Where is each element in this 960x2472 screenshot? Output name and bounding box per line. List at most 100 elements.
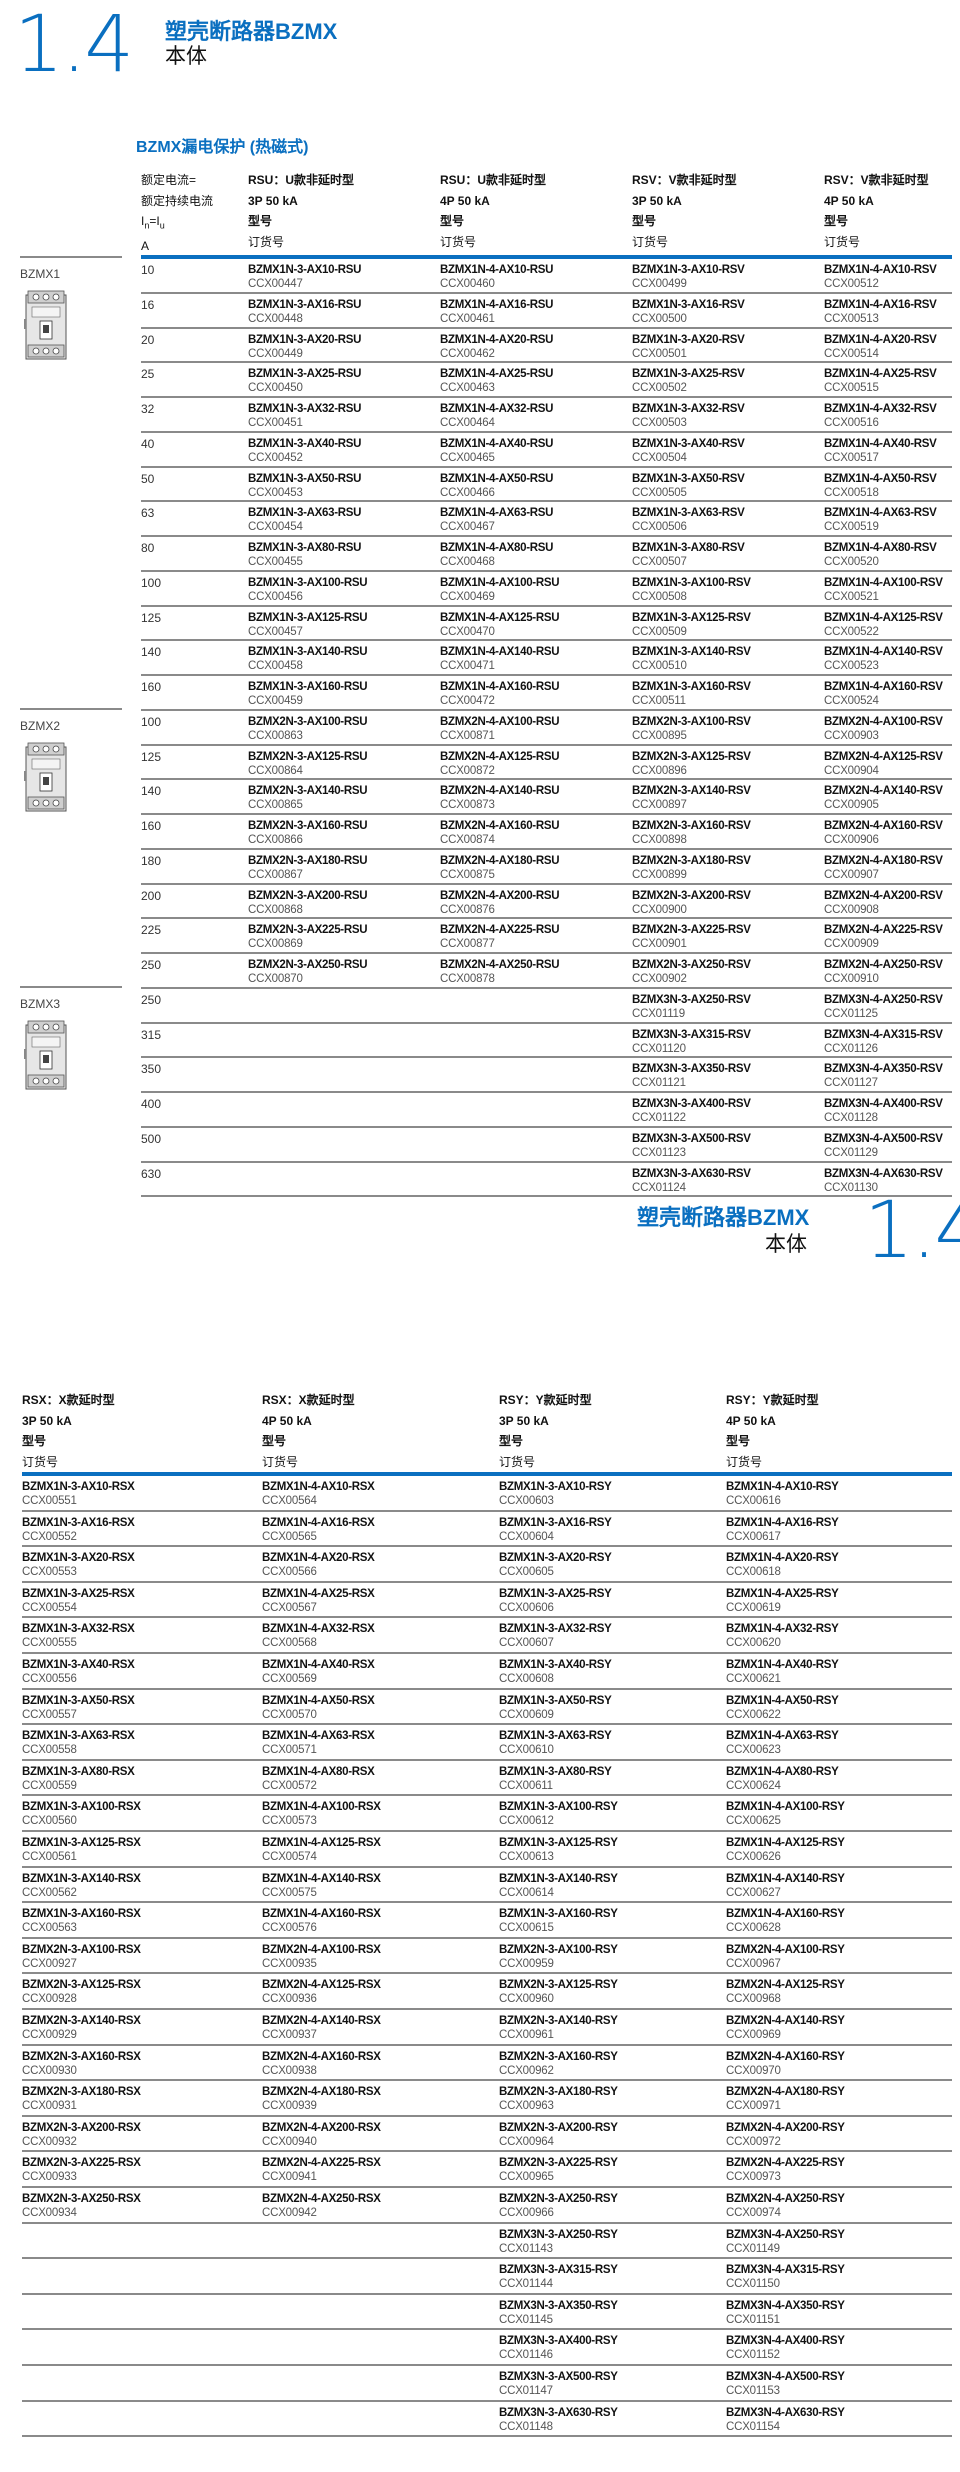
- order-number: CCX00619: [726, 1601, 781, 1614]
- product-cell: BZMX3N-3-AX400-RSV CCX01122: [632, 1097, 751, 1125]
- rated-current: 50: [141, 471, 155, 486]
- product-cell: BZMX1N-4-AX10-RSU CCX00460: [440, 263, 553, 291]
- product-cell: BZMX3N-3-AX350-RSY CCX01145: [499, 2299, 618, 2327]
- table-row: 250 BZMX2N-3-AX250-RSU CCX00870 BZMX2N-4-AX…: [141, 954, 952, 989]
- order-number: CCX00513: [824, 312, 879, 325]
- order-number: CCX00877: [440, 938, 495, 951]
- order-number: CCX00905: [824, 799, 879, 812]
- order-number: CCX01148: [499, 2420, 553, 2433]
- order-number: CCX00863: [248, 729, 303, 742]
- product-cell: BZMX1N-3-AX50-RSV CCX00505: [632, 472, 745, 500]
- order-number: CCX00869: [248, 938, 303, 951]
- order-number: CCX00557: [22, 1708, 77, 1721]
- model-number: BZMX1N-4-AX32-RSX: [262, 1623, 375, 1636]
- rated-current: 160: [141, 819, 162, 833]
- order-number: CCX00614: [499, 1886, 554, 1899]
- rated-current: 32: [141, 402, 155, 416]
- order-number: CCX00909: [824, 938, 879, 951]
- table-row: BZMX2N-3-AX180-RSX CCX00931 BZMX2N-4-AX180…: [22, 2081, 952, 2117]
- model-number: BZMX2N-3-AX200-RSX: [22, 2121, 141, 2134]
- product-cell: BZMX2N-4-AX180-RSV CCX00907: [824, 854, 943, 882]
- product-cell: BZMX2N-3-AX125-RSY CCX00960: [499, 1978, 618, 2006]
- column-order-label: 订货号: [440, 234, 477, 249]
- column-order-label: 订货号: [248, 234, 285, 249]
- order-number: CCX00459: [248, 695, 303, 707]
- symbol-i: I: [141, 214, 145, 228]
- model-number: BZMX2N-3-AX140-RSY: [499, 2015, 618, 2027]
- model-number: BZMX1N-4-AX100-RSV: [824, 576, 943, 589]
- model-number: BZMX2N-3-AX250-RSX: [22, 2193, 141, 2205]
- product-cell: BZMX1N-4-AX20-RSV CCX00514: [824, 333, 937, 361]
- product-cell: BZMX2N-3-AX160-RSV CCX00898: [632, 819, 751, 847]
- model-number: BZMX1N-3-AX10-RSY: [499, 1481, 612, 1493]
- column-header: RSU：U款非延时型 4P 50 kA 型号 订货号: [440, 170, 546, 252]
- order-number: CCX00868: [248, 903, 303, 916]
- model-number: BZMX2N-3-AX160-RSV: [632, 820, 751, 832]
- model-number: BZMX2N-3-AX200-RSV: [632, 889, 751, 902]
- model-number: BZMX2N-4-AX250-RSV: [824, 959, 943, 971]
- rated-current: 315: [141, 1027, 162, 1042]
- product-cell: BZMX3N-3-AX250-RSY CCX01143: [499, 2228, 618, 2256]
- order-number: CCX00931: [22, 2100, 77, 2113]
- order-number: CCX00466: [440, 486, 495, 499]
- model-number: BZMX1N-4-AX125-RSY: [726, 1837, 845, 1849]
- column-type: RSY：Y款延时型: [499, 1393, 592, 1407]
- order-number: CCX00502: [632, 382, 687, 395]
- order-number: CCX01128: [824, 1112, 878, 1124]
- model-number: BZMX3N-3-AX400-RSY: [499, 2335, 618, 2348]
- model-number: BZMX2N-3-AX140-RSX: [22, 2015, 141, 2027]
- order-number: CCX00878: [440, 973, 495, 985]
- product-cell: BZMX1N-4-AX32-RSU CCX00464: [440, 402, 553, 430]
- section-number: 1.4: [14, 0, 134, 90]
- product-cell: BZMX2N-4-AX225-RSU CCX00877: [440, 923, 560, 951]
- model-number: BZMX1N-4-AX140-RSY: [726, 1872, 845, 1885]
- product-cell: BZMX1N-3-AX10-RSV CCX00499: [632, 263, 745, 291]
- model-number: BZMX2N-4-AX100-RSU: [440, 715, 560, 728]
- order-number: CCX00512: [824, 278, 879, 290]
- product-cell: BZMX1N-3-AX10-RSX CCX00551: [22, 1480, 135, 1508]
- order-number: CCX00457: [248, 625, 303, 638]
- order-number: CCX00929: [22, 2029, 77, 2041]
- table-row: 400 BZMX3N-3-AX400-RSV CCX01122 BZMX3N-4-AX…: [141, 1093, 952, 1128]
- model-number: BZMX1N-3-AX25-RSV: [632, 368, 745, 381]
- order-number: CCX01150: [726, 2278, 780, 2291]
- order-number: CCX00934: [22, 2207, 77, 2219]
- column-spec: 4P 50 kA: [440, 193, 490, 208]
- product-cell: BZMX1N-3-AX160-RSY CCX00615: [499, 1907, 618, 1935]
- order-number: CCX00503: [632, 417, 687, 429]
- table-row: BZMX3N-3-AX400-RSY CCX01146 BZMX3N-4-AX400…: [22, 2330, 952, 2366]
- order-number: CCX00625: [726, 1815, 781, 1828]
- product-cell: BZMX3N-3-AX350-RSV CCX01121: [632, 1062, 751, 1090]
- product-cell: BZMX2N-3-AX100-RSV CCX00895: [632, 715, 751, 743]
- page-title: 塑壳断路器BZMX: [165, 19, 338, 44]
- rated-current: 140: [141, 784, 162, 799]
- model-number: BZMX3N-4-AX400-RSY: [726, 2335, 845, 2348]
- product-cell: BZMX2N-4-AX140-RSV CCX00905: [824, 784, 943, 812]
- model-number: BZMX2N-3-AX100-RSY: [499, 1943, 618, 1956]
- product-cell: BZMX1N-4-AX80-RSV CCX00520: [824, 541, 937, 569]
- model-number: BZMX1N-3-AX16-RSY: [499, 1516, 612, 1529]
- model-number: BZMX1N-3-AX40-RSY: [499, 1659, 612, 1671]
- order-number: CCX00617: [726, 1530, 781, 1543]
- order-number: CCX00899: [632, 868, 687, 881]
- product-cell: BZMX2N-4-AX250-RSX CCX00942: [262, 2192, 381, 2220]
- order-number: CCX00961: [499, 2029, 554, 2041]
- model-number: BZMX1N-3-AX50-RSX: [22, 1694, 135, 1707]
- model-number: BZMX1N-3-AX125-RSV: [632, 611, 751, 624]
- model-number: BZMX3N-3-AX250-RSY: [499, 2228, 618, 2241]
- product-cell: BZMX1N-3-AX25-RSY CCX00606: [499, 1587, 612, 1615]
- order-number: CCX00575: [262, 1886, 317, 1899]
- table-row: BZMX2N-3-AX250-RSX CCX00934 BZMX2N-4-AX250…: [22, 2188, 952, 2224]
- order-number: CCX00460: [440, 278, 495, 290]
- model-number: BZMX1N-4-AX125-RSV: [824, 611, 943, 624]
- order-number: CCX00974: [726, 2207, 781, 2219]
- order-number: CCX01145: [499, 2313, 553, 2326]
- product-cell: BZMX1N-3-AX32-RSU CCX00451: [248, 402, 361, 430]
- product-cell: BZMX1N-4-AX63-RSU CCX00467: [440, 506, 553, 534]
- product-cell: BZMX2N-3-AX225-RSV CCX00901: [632, 923, 751, 951]
- model-number: BZMX3N-4-AX500-RSV: [824, 1132, 943, 1145]
- order-number: CCX00458: [248, 660, 303, 673]
- order-number: CCX00455: [248, 556, 303, 568]
- order-number: CCX00511: [632, 695, 686, 707]
- model-number: BZMX2N-4-AX180-RSX: [262, 2086, 381, 2099]
